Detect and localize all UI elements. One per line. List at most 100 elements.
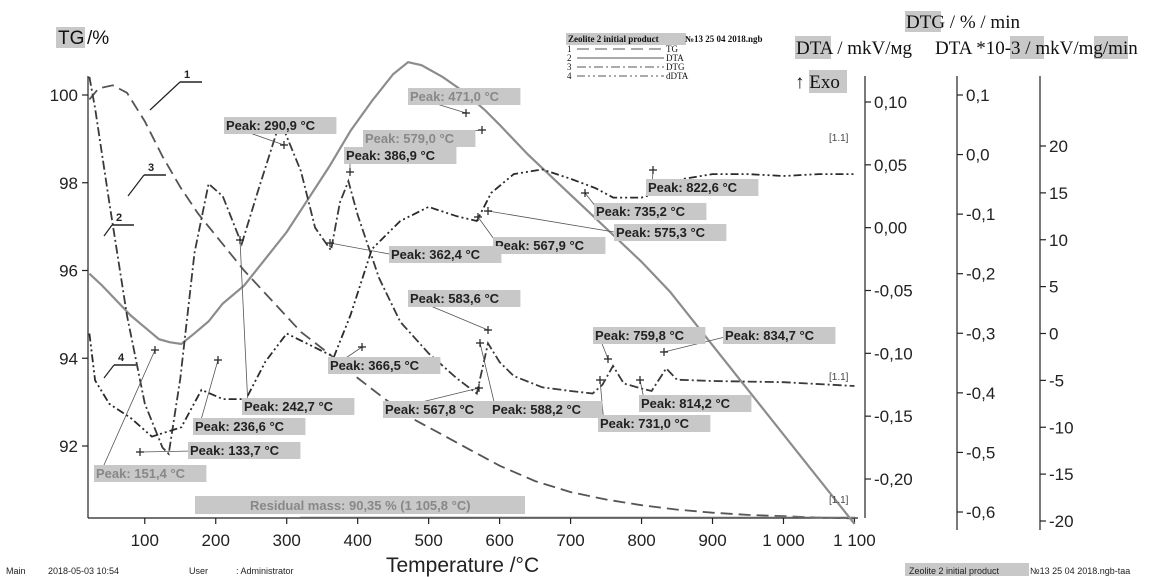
- legend-entry-label: DTA: [666, 53, 684, 63]
- ddta-tick-label: 5: [1049, 278, 1058, 297]
- peak-leader-line: [139, 450, 195, 453]
- peak-annotation-box: [383, 401, 496, 418]
- x-tick-label: 200: [202, 531, 230, 550]
- x-tick-label: 900: [698, 531, 726, 550]
- peak-annotation-box: [242, 398, 355, 415]
- peak-leader-line: [239, 239, 249, 408]
- peak-annotation-box: [593, 327, 706, 344]
- x-tick-label: 700: [556, 531, 584, 550]
- peak-annotation: Peak: 151,4 °C: [96, 466, 186, 481]
- peak-marker: [462, 109, 470, 117]
- peak-annotation-box: [344, 147, 457, 164]
- curve-end-marker: [1.1]: [829, 372, 849, 383]
- peak-marker: [136, 448, 144, 456]
- peak-annotation-box: [408, 290, 521, 307]
- peak-marker: [484, 207, 492, 215]
- legend-entry-label: DTG: [666, 62, 685, 72]
- curve-number: 3: [148, 162, 154, 174]
- peak-leader-line: [329, 242, 396, 256]
- peak-annotation-box: [224, 117, 337, 134]
- peak-annotation-box: [646, 179, 759, 196]
- peak-annotation-box: [389, 246, 502, 263]
- peak-annotation: Peak: 242,7 °C: [244, 399, 334, 414]
- dta-tick-label: -0,3: [966, 324, 995, 343]
- legend-entry-number: 3: [567, 62, 572, 72]
- tg-tick-label: 96: [59, 262, 78, 281]
- x-tick-label: 600: [485, 531, 513, 550]
- peak-annotation: Peak: 366,5 °C: [330, 358, 420, 373]
- tg-axis-title: TG: [58, 28, 84, 49]
- ddta-tick-label: 15: [1049, 184, 1068, 203]
- peak-annotation-box: [408, 88, 521, 105]
- peak-annotation: Peak: 290,9 °C: [226, 118, 316, 133]
- peak-annotation: Peak: 814,2 °C: [641, 396, 731, 411]
- peak-annotation-box: [490, 401, 603, 418]
- peak-annotation: Peak: 759,8 °C: [595, 328, 685, 343]
- peak-marker: [151, 346, 159, 354]
- peak-annotation-box: [188, 442, 301, 459]
- x-tick-label: 300: [273, 531, 301, 550]
- peak-leader-line: [198, 359, 219, 428]
- peak-annotation: Peak: 362,4 °C: [391, 247, 481, 262]
- peak-annotation: Peak: 579,0 °C: [365, 131, 455, 146]
- curve-end-marker: [1.1]: [829, 495, 849, 506]
- ddta-tick-label: 20: [1049, 137, 1068, 156]
- peak-marker: [596, 376, 604, 384]
- dta-tick-label: -0,1: [966, 205, 995, 224]
- peak-annotation: Peak: 386,9 °C: [346, 148, 436, 163]
- x-tick-label: 1 000: [762, 531, 805, 550]
- ddta-tick-label: -10: [1049, 418, 1074, 437]
- peak-annotation-box: [193, 418, 306, 435]
- peak-marker: [236, 236, 244, 244]
- tg-tick-label: 100: [50, 86, 78, 105]
- peak-annotation-box: [94, 465, 207, 482]
- legend-entry-label: dDTA: [666, 71, 689, 81]
- peak-leader-line: [479, 342, 497, 411]
- peak-annotation: Peak: 834,7 °C: [725, 328, 815, 343]
- curve-number-leader: [149, 81, 181, 111]
- curve-end-marker: [1.1]: [829, 133, 849, 144]
- x-tick-label: 1 100: [833, 531, 876, 550]
- legend-entry-number: 1: [567, 44, 572, 54]
- peak-marker: [475, 384, 483, 392]
- peak-annotation: Peak: 471,0 °C: [410, 89, 500, 104]
- dtg-tick-label: 0,10: [874, 93, 907, 112]
- x-tick-label: 400: [343, 531, 371, 550]
- ddta-tick-label: 10: [1049, 231, 1068, 250]
- peak-annotation: Peak: 567,9 °C: [495, 238, 585, 253]
- peak-annotation: Peak: 588,2 °C: [492, 402, 582, 417]
- x-tick-label: 100: [131, 531, 159, 550]
- legend-entry-number: 4: [567, 71, 572, 81]
- peak-annotation-box: [594, 203, 707, 220]
- legend: Zeolite 2 initial product №13 25 04 2018…: [566, 33, 763, 81]
- dta-tick-label: -0,6: [966, 503, 995, 522]
- peak-annotation: Peak: 133,7 °C: [190, 443, 280, 458]
- peak-annotation: Peak: 236,6 °C: [195, 419, 285, 434]
- curve-number-leader: [103, 224, 113, 237]
- dtg-tick-label: -0,20: [874, 470, 913, 489]
- footer-user: : Administrator: [236, 566, 294, 576]
- ddta-tick-label: 0: [1049, 325, 1058, 344]
- residual-mass-label: Residual mass: 90,35 % (1 105,8 °C): [250, 498, 471, 513]
- legend-file: №13 25 04 2018.ngb: [685, 34, 763, 44]
- peak-marker: [214, 356, 222, 364]
- ddta-tick-label: -5: [1049, 371, 1064, 390]
- curve-number-leader: [103, 364, 115, 379]
- peak-annotation: Peak: 567,8 °C: [385, 402, 475, 417]
- ddta-axis-title: DTA *10-3 / mkV/mg/min: [935, 38, 1138, 59]
- series-tg-line: [88, 84, 855, 520]
- peak-marker: [346, 168, 354, 176]
- curve-number: 4: [118, 352, 125, 364]
- dtg-tick-label: 0,05: [874, 156, 907, 175]
- peak-marker: [649, 166, 657, 174]
- tg-tick-label: 98: [59, 174, 78, 193]
- peak-marker: [581, 189, 589, 197]
- peak-annotation: Peak: 731,0 °C: [600, 416, 690, 431]
- peak-annotation-box: [328, 357, 441, 374]
- peak-marker: [326, 239, 334, 247]
- ddta-tick-label: -15: [1049, 465, 1074, 484]
- series-dta-line: [88, 61, 856, 525]
- legend-entry-label: TG: [666, 44, 678, 54]
- x-axis-title: Temperature /°C: [386, 554, 539, 577]
- peak-annotation-box: [598, 415, 711, 432]
